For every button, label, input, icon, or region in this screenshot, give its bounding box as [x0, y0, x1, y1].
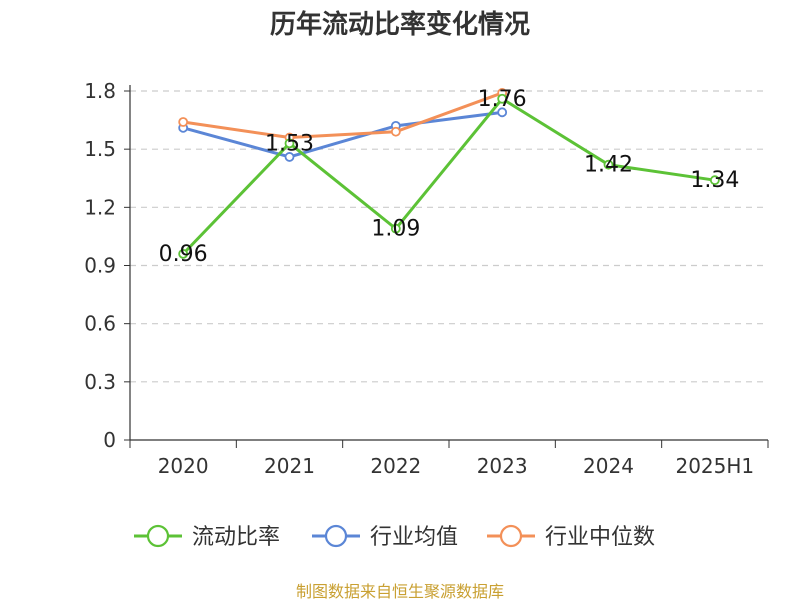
legend-label: 行业均值	[370, 525, 458, 550]
grid-lines	[130, 90, 768, 383]
data-point	[497, 107, 508, 118]
y-tick-label: 0	[103, 428, 116, 452]
data-label: 1.76	[478, 87, 527, 112]
data-label: 0.96	[159, 242, 208, 267]
data-label: 1.53	[265, 131, 314, 156]
series-line-1	[182, 110, 503, 159]
data-point	[178, 117, 189, 127]
data-point	[603, 159, 614, 170]
data-source-note: 制图数据来自恒生聚源数据库	[295, 582, 504, 601]
data-point	[284, 138, 295, 149]
y-tick-label: 1.5	[84, 137, 116, 161]
data-point	[497, 93, 508, 104]
x-tick-label: 2020	[158, 454, 209, 478]
y-tick-label: 1.2	[84, 195, 116, 219]
x-tick-label: 2024	[583, 454, 634, 478]
x-tick-label: 2025H1	[675, 454, 754, 478]
x-tick-label: 2021	[264, 454, 315, 478]
legend-marker	[499, 524, 523, 548]
data-point	[709, 175, 720, 186]
legend: 流动比率 行业均值 行业中位数	[134, 524, 655, 550]
x-tick-label: 2023	[477, 454, 528, 478]
chart-title: 历年流动比率变化情况	[269, 10, 530, 40]
data-labels: 0.96 1.53 1.09 1.76 1.42 1.34	[159, 87, 740, 267]
data-point	[390, 223, 401, 234]
data-point	[390, 126, 401, 137]
y-tick-label: 0.3	[84, 370, 116, 394]
series-line-2	[182, 91, 503, 140]
y-tick-label: 0.6	[84, 312, 116, 336]
data-point	[178, 248, 189, 259]
legend-marker	[146, 524, 170, 548]
y-tick-label: 0.9	[84, 254, 116, 278]
legend-label: 行业中位数	[545, 525, 655, 550]
data-point	[284, 152, 295, 162]
legend-label: 流动比率	[192, 525, 280, 550]
series-line-0	[182, 97, 716, 255]
legend-marker	[324, 524, 348, 548]
data-label: 1.42	[584, 153, 633, 178]
x-tick-label: 2022	[370, 454, 421, 478]
series	[178, 88, 720, 259]
axes: 0 0.3 0.6 0.9 1.2 1.5 1.8 2020 2021 2022 2023 2024 2…	[84, 79, 769, 478]
y-tick-label: 1.8	[84, 79, 116, 103]
data-label: 1.34	[690, 168, 739, 193]
data-label: 1.09	[371, 217, 420, 242]
